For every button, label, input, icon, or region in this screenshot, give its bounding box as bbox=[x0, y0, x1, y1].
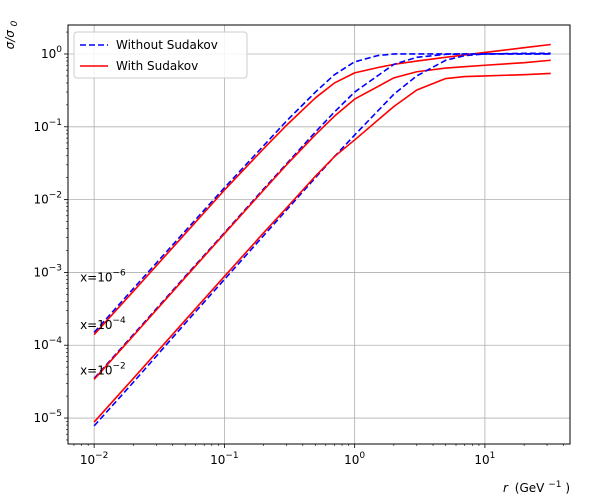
curve-annotation: x=10−2 bbox=[80, 361, 126, 377]
grid bbox=[68, 25, 570, 444]
y-tick-label: 10−2 bbox=[33, 191, 62, 207]
y-tick-label: 10−1 bbox=[33, 118, 62, 134]
series-layer bbox=[93, 43, 551, 427]
series-line bbox=[93, 53, 551, 379]
x-tick-label: 10−1 bbox=[210, 451, 239, 467]
curve-annotation: x=10−4 bbox=[80, 316, 126, 332]
x-tick-label: 10−2 bbox=[80, 451, 109, 467]
series-line bbox=[93, 59, 551, 380]
x-tick-label: 100 bbox=[344, 451, 365, 467]
y-tick-label: 100 bbox=[41, 45, 62, 61]
series-line bbox=[93, 72, 551, 423]
x-tick-label: 101 bbox=[474, 451, 495, 467]
x-axis: 10−2 10−1 100 101 bbox=[73, 444, 564, 467]
legend-label: With Sudakov bbox=[116, 59, 198, 73]
legend-box bbox=[73, 31, 248, 79]
plot-frame bbox=[67, 24, 571, 445]
y-axis-label: σ/σ 0 bbox=[3, 20, 20, 49]
curve-annotation: x=10−6 bbox=[80, 269, 126, 285]
y-tick-label: 10−3 bbox=[33, 263, 62, 279]
series-line bbox=[93, 43, 551, 336]
y-tick-label: 10−5 bbox=[33, 409, 62, 425]
series-line bbox=[93, 53, 551, 333]
legend: Without Sudakov With Sudakov bbox=[73, 31, 248, 79]
y-tick-label: 10−4 bbox=[33, 336, 62, 352]
x-axis-label: r (GeV −1 ) bbox=[503, 476, 570, 495]
legend-label: Without Sudakov bbox=[116, 38, 218, 52]
series-line bbox=[93, 52, 551, 427]
annotations: x=10−6 x=10−4 x=10−2 bbox=[80, 269, 126, 378]
y-axis: 10−5 10−4 10−3 10−2 10−1 100 bbox=[33, 31, 68, 441]
